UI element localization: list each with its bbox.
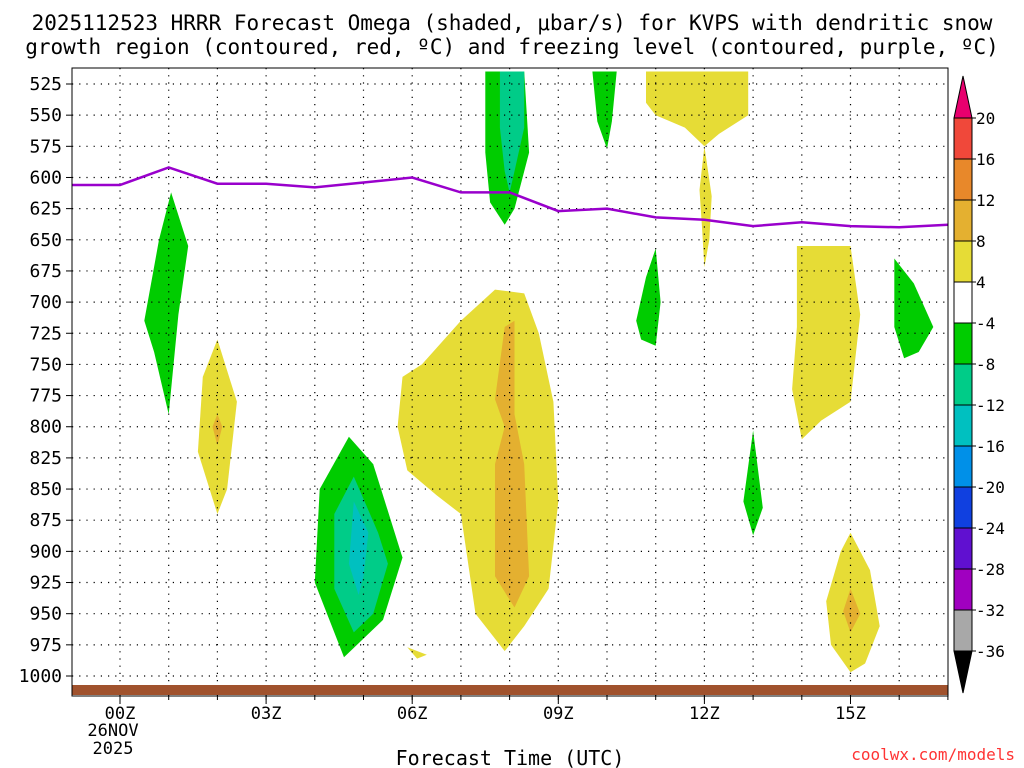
colorbar-label-12: -32 <box>976 601 1005 620</box>
y-tick-label-925: 925 <box>29 573 62 594</box>
colorbar-label-2: 12 <box>976 191 995 210</box>
colorbar-bin-4 <box>953 240 973 283</box>
colorbar-label-1: 16 <box>976 150 995 169</box>
date-label-year: 2025 <box>93 739 134 759</box>
colorbar-label-7: -12 <box>976 396 1005 415</box>
y-tick-label-600: 600 <box>29 167 62 188</box>
y-tick-label-875: 875 <box>29 510 62 531</box>
omega-region-10 <box>499 71 525 193</box>
x-tick-label-06Z: 06Z <box>397 704 428 724</box>
colorbar-label-9: -20 <box>976 478 1005 497</box>
y-tick-label-950: 950 <box>29 604 62 625</box>
x-tick-label-09Z: 09Z <box>543 704 574 724</box>
y-tick-label-750: 750 <box>29 354 62 375</box>
omega-region-6 <box>407 647 427 659</box>
freezing-level-layer <box>72 166 948 229</box>
y-tick-label-900: 900 <box>29 541 62 562</box>
ground-band <box>72 685 948 695</box>
colorbar-bin-6 <box>953 322 973 365</box>
omega-region-14 <box>636 248 661 346</box>
x-tick-label-12Z: 12Z <box>689 704 720 724</box>
colorbar-bin-13 <box>953 609 973 652</box>
y-tick-label-725: 725 <box>29 323 62 344</box>
colorbar-label-4: 4 <box>976 273 986 292</box>
y-tick-label-650: 650 <box>29 230 62 251</box>
y-tick-label-775: 775 <box>29 386 62 407</box>
omega-region-8 <box>495 320 530 608</box>
x-axis: 00Z 03Z 06Z 09Z 12Z 15Z <box>105 696 949 724</box>
omega-region-0 <box>144 192 189 415</box>
credit-label: coolwx.com/models <box>851 745 1015 764</box>
y-tick-label-975: 975 <box>29 635 62 656</box>
colorbar-label-6: -8 <box>976 355 995 374</box>
colorbar-bin-12 <box>953 568 973 611</box>
omega-region-13 <box>699 146 712 268</box>
omega-region-19 <box>843 588 861 633</box>
y-axis: 525 550 575 600 625 650 675 700 725 750 775 800 825 8… <box>19 74 72 687</box>
omega-region-12 <box>646 71 749 147</box>
date-label-day: 26NOV <box>87 721 138 741</box>
x-tick-label-00Z: 00Z <box>105 704 136 724</box>
colorbar-top-triangle <box>953 75 973 119</box>
omega-shading-layer <box>144 71 934 673</box>
omega-region-2 <box>212 414 223 446</box>
colorbar-bin-11 <box>953 527 973 570</box>
chart-title-line-1: 2025112523 HRRR Forecast Omega (shaded, … <box>32 11 993 35</box>
y-tick-label-550: 550 <box>29 105 62 126</box>
colorbar-bin-7 <box>953 363 973 406</box>
colorbar: 20 16 12 8 4 -4 -8 -12 -16 -20 -24 -28 -32 -36 <box>953 75 1005 694</box>
omega-region-5 <box>348 501 369 595</box>
freezing-level-line <box>72 166 948 229</box>
y-tick-label-850: 850 <box>29 479 62 500</box>
x-axis-title: Forecast Time (UTC) <box>396 746 625 768</box>
x-tick-label-03Z: 03Z <box>251 704 282 724</box>
y-tick-label-825: 825 <box>29 448 62 469</box>
colorbar-label-13: -36 <box>976 642 1005 661</box>
colorbar-label-11: -28 <box>976 560 1005 579</box>
y-tick-label-575: 575 <box>29 136 62 157</box>
colorbar-bin-2 <box>953 158 973 201</box>
y-tick-label-800: 800 <box>29 417 62 438</box>
colorbar-bottom-triangle <box>953 650 973 694</box>
colorbar-bin-8 <box>953 404 973 447</box>
chart-title-line-2: growth region (contoured, red, ºC) and f… <box>25 35 999 59</box>
y-tick-label-675: 675 <box>29 261 62 282</box>
y-tick-label-1000: 1000 <box>19 666 62 687</box>
omega-region-16 <box>792 246 861 440</box>
colorbar-label-0: 20 <box>976 109 995 128</box>
colorbar-bin-10 <box>953 486 973 529</box>
colorbar-label-5: -4 <box>976 314 995 333</box>
colorbar-bin-3 <box>953 199 973 242</box>
x-tick-label-15Z: 15Z <box>835 704 866 724</box>
colorbar-bin-9 <box>953 445 973 488</box>
y-tick-label-625: 625 <box>29 199 62 220</box>
omega-region-11 <box>592 71 617 149</box>
omega-region-17 <box>894 258 934 359</box>
omega-region-15 <box>743 430 763 536</box>
colorbar-label-3: 8 <box>976 232 986 251</box>
y-tick-label-525: 525 <box>29 74 62 95</box>
y-tick-label-700: 700 <box>29 292 62 313</box>
colorbar-bin-1 <box>953 117 973 160</box>
colorbar-label-10: -24 <box>976 519 1005 538</box>
colorbar-bin-5 <box>953 281 973 324</box>
colorbar-label-8: -16 <box>976 437 1005 456</box>
